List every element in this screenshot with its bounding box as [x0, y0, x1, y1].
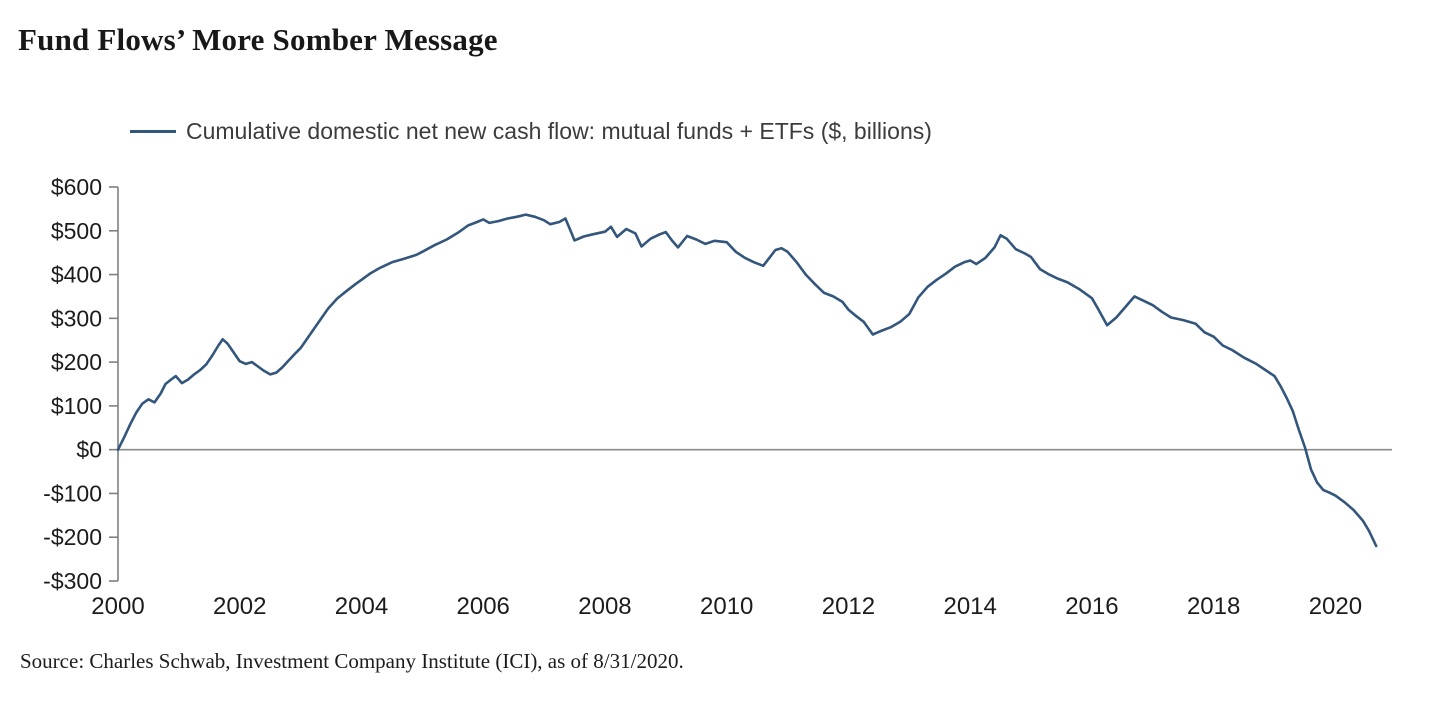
x-tick-label: 2006	[457, 593, 510, 620]
x-tick-label: 2020	[1309, 593, 1362, 620]
y-tick-label: $200	[51, 349, 102, 375]
y-tick-label: $500	[51, 218, 102, 244]
data-line	[116, 213, 1378, 548]
y-tick-label: -$200	[43, 524, 102, 550]
x-tick-label: 2012	[822, 593, 875, 620]
source-note: Source: Charles Schwab, Investment Compa…	[20, 649, 684, 673]
x-tick-label: 2018	[1187, 593, 1240, 620]
y-tick-label: $400	[51, 262, 102, 288]
x-tick-label: 2002	[213, 593, 266, 620]
y-tick-label: $300	[51, 305, 102, 331]
chart-title: Fund Flows’ More Somber Message	[18, 22, 498, 57]
line-chart: $600 $500 $400 $300 $200 $100 $0 -$100 -$200 -$30…	[43, 174, 1392, 620]
x-tick-label: 2014	[943, 593, 996, 620]
x-tick-label: 2004	[335, 593, 388, 620]
x-tick-label: 2010	[700, 593, 753, 620]
legend-label: Cumulative domestic net new cash flow: m…	[186, 118, 932, 144]
x-tick-label: 2000	[91, 593, 144, 620]
y-tick-label: $0	[76, 437, 102, 463]
y-tick-label: -$100	[43, 480, 102, 506]
x-tick-label: 2016	[1065, 593, 1118, 620]
y-tick-label: $100	[51, 393, 102, 419]
legend: Cumulative domestic net new cash flow: m…	[130, 118, 1412, 145]
legend-line-swatch	[130, 130, 176, 133]
y-tick-label: $600	[51, 174, 102, 200]
y-tick-label: -$300	[43, 568, 102, 594]
x-tick-label: 2008	[578, 593, 631, 620]
